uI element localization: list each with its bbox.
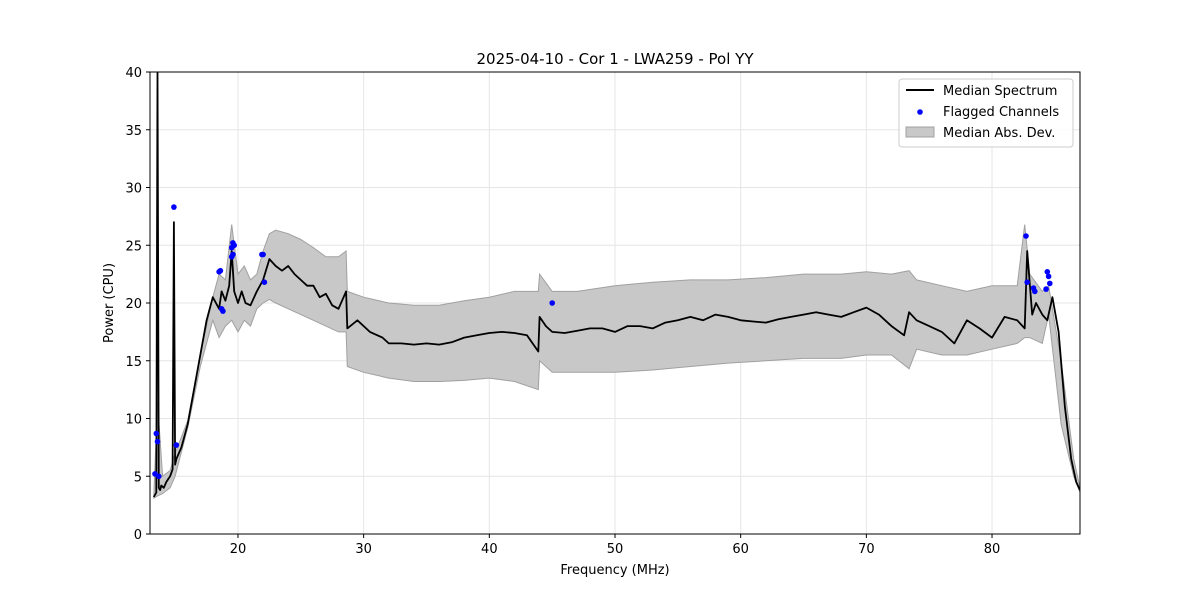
- legend: Median Spectrum Flagged Channels Median …: [898, 78, 1074, 148]
- y-tick-label: 10: [125, 413, 142, 428]
- legend-mad-label: Median Abs. Dev.: [943, 126, 1055, 141]
- flagged-channel-point: [231, 242, 237, 249]
- x-tick-label: 60: [732, 542, 749, 557]
- y-tick-label: 15: [125, 355, 142, 370]
- flagged-channel-point: [1045, 273, 1052, 280]
- plot-area: [152, 72, 1080, 500]
- flagged-channel-point: [230, 251, 236, 258]
- legend-flagged-label: Flagged Channels: [943, 105, 1059, 120]
- y-tick-label: 25: [125, 239, 142, 254]
- x-tick-label: 40: [481, 542, 498, 557]
- legend-flagged-marker: [917, 109, 923, 115]
- y-tick-label: 20: [125, 297, 142, 312]
- x-tick-label: 50: [607, 542, 624, 557]
- flagged-channel-point: [261, 279, 268, 286]
- flagged-channel-point: [154, 438, 161, 445]
- y-tick-label: 0: [134, 528, 142, 543]
- y-axis: 0 5 10 15 20 25 30 35 40: [125, 66, 150, 543]
- median-spectrum-line: [153, 72, 1080, 498]
- x-axis: 20 30 40 50 60 70 80: [230, 534, 1001, 557]
- y-tick-label: 35: [125, 124, 142, 139]
- legend-median-label: Median Spectrum: [943, 84, 1057, 99]
- flagged-channel-point: [153, 430, 160, 437]
- y-tick-label: 40: [125, 66, 142, 81]
- y-tick-label: 5: [134, 470, 142, 485]
- y-axis-label: Power (CPU): [102, 263, 117, 343]
- chart-title: 2025-04-10 - Cor 1 - LWA259 - Pol YY: [477, 50, 755, 68]
- flagged-channel-point: [171, 204, 177, 210]
- flagged-channel-point: [1044, 269, 1051, 275]
- x-tick-label: 20: [230, 542, 247, 557]
- x-tick-label: 70: [858, 542, 875, 557]
- flagged-channel-point: [549, 300, 555, 306]
- flagged-channel-point: [1032, 288, 1038, 295]
- flagged-channel-point: [1047, 280, 1053, 287]
- y-tick-label: 30: [125, 182, 142, 197]
- flagged-channel-point: [220, 308, 226, 314]
- legend-mad-patch: [905, 126, 935, 138]
- flagged-channel-point: [173, 442, 180, 448]
- legend-box: [898, 78, 1074, 148]
- flagged-channel-point: [1024, 279, 1030, 286]
- flagged-channel-point: [1043, 286, 1049, 292]
- x-tick-label: 80: [984, 542, 1001, 557]
- flagged-channel-point: [260, 251, 266, 258]
- flagged-channel-point: [1023, 233, 1029, 239]
- mad-band: [153, 224, 1080, 500]
- x-tick-label: 30: [355, 542, 372, 557]
- flagged-channel-point: [217, 267, 224, 274]
- flagged-channel-point: [156, 473, 162, 480]
- x-axis-label: Frequency (MHz): [560, 563, 669, 578]
